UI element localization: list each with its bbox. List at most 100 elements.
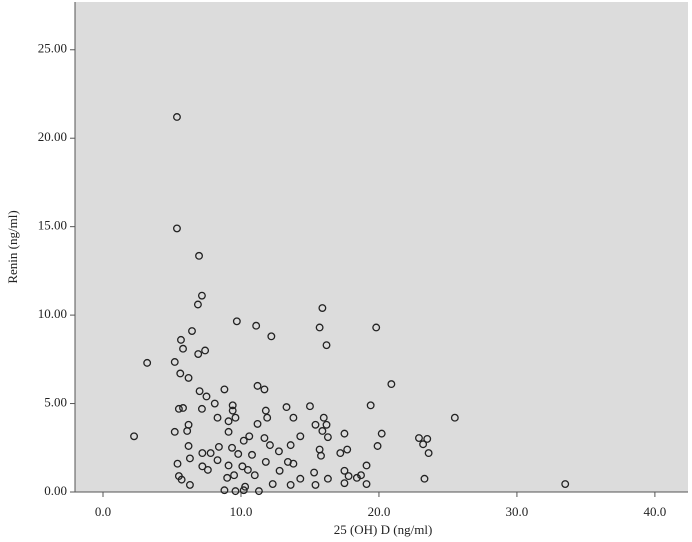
point: [263, 413, 272, 422]
point: [282, 403, 291, 412]
point: [248, 450, 256, 459]
point: [296, 432, 305, 441]
point: [275, 466, 284, 475]
point: [261, 457, 270, 466]
point: [206, 449, 215, 458]
point: [306, 402, 314, 411]
point: [340, 466, 349, 475]
point: [231, 413, 240, 422]
point: [170, 427, 179, 436]
point: [224, 461, 233, 470]
point: [184, 442, 193, 450]
point: [130, 432, 139, 441]
x-tick-label: 10.0: [230, 504, 253, 519]
point: [228, 401, 237, 410]
point: [343, 445, 352, 454]
point: [317, 451, 325, 460]
y-axis-title: Renin (ng/ml): [5, 210, 20, 283]
point: [197, 291, 206, 300]
y-tick-label: 15.00: [38, 218, 67, 233]
point: [243, 465, 252, 474]
point: [195, 387, 204, 396]
point: [260, 385, 269, 394]
x-tick-label: 20.0: [368, 504, 391, 519]
point: [310, 468, 319, 477]
point: [286, 480, 295, 489]
point: [193, 300, 202, 309]
point: [260, 434, 269, 442]
point: [289, 459, 298, 468]
point: [228, 406, 237, 415]
point: [424, 449, 433, 458]
point: [254, 487, 263, 496]
point: [185, 454, 194, 463]
y-tick-label: 0.00: [44, 483, 67, 498]
point: [315, 323, 324, 332]
point: [274, 447, 283, 456]
x-axis-title: 25 (OH) D (ng/ml): [334, 522, 433, 537]
point: [197, 404, 206, 413]
point: [231, 487, 240, 496]
point: [224, 417, 233, 426]
point: [267, 332, 276, 341]
y-tick-label: 5.00: [44, 395, 67, 410]
point: [322, 420, 331, 429]
point: [143, 358, 152, 367]
point: [213, 456, 222, 465]
point: [250, 471, 259, 480]
point: [336, 449, 345, 458]
plot-area: [75, 2, 688, 492]
point: [245, 432, 254, 441]
point: [198, 462, 207, 471]
point: [340, 429, 349, 438]
point: [241, 482, 250, 491]
point: [173, 459, 182, 468]
point: [238, 462, 247, 471]
x-tick-label: 40.0: [644, 504, 667, 519]
y-tick-label: 25.00: [38, 41, 67, 56]
point: [183, 427, 192, 435]
point: [239, 486, 248, 495]
point: [202, 392, 211, 401]
point: [311, 480, 320, 489]
point: [230, 471, 239, 480]
point: [323, 433, 332, 442]
point: [423, 434, 432, 443]
point: [373, 442, 382, 450]
point: [185, 480, 194, 489]
point: [203, 465, 212, 474]
x-tick-label: 0.0: [95, 504, 111, 519]
point: [268, 480, 277, 488]
point: [372, 323, 381, 332]
point: [377, 429, 386, 438]
point: [319, 413, 328, 422]
x-tick-label: 30.0: [506, 504, 529, 519]
point: [318, 304, 327, 312]
point: [323, 474, 332, 483]
point: [174, 404, 183, 413]
point: [223, 473, 232, 482]
point: [362, 480, 371, 488]
point: [322, 341, 331, 350]
point: [352, 473, 361, 482]
point: [296, 474, 305, 483]
point: [362, 461, 371, 470]
point: [561, 480, 570, 488]
point: [286, 441, 295, 450]
point: [194, 350, 203, 358]
y-tick-label: 20.00: [38, 129, 67, 144]
point: [210, 399, 219, 408]
point: [201, 346, 210, 355]
point: [177, 335, 185, 344]
point: [220, 486, 229, 495]
point: [170, 358, 179, 366]
point: [177, 475, 186, 484]
point: [195, 251, 203, 260]
y-tick-label: 10.00: [38, 306, 67, 321]
point: [198, 449, 207, 458]
point: [450, 413, 459, 422]
point: [184, 373, 193, 382]
point: [232, 317, 241, 326]
